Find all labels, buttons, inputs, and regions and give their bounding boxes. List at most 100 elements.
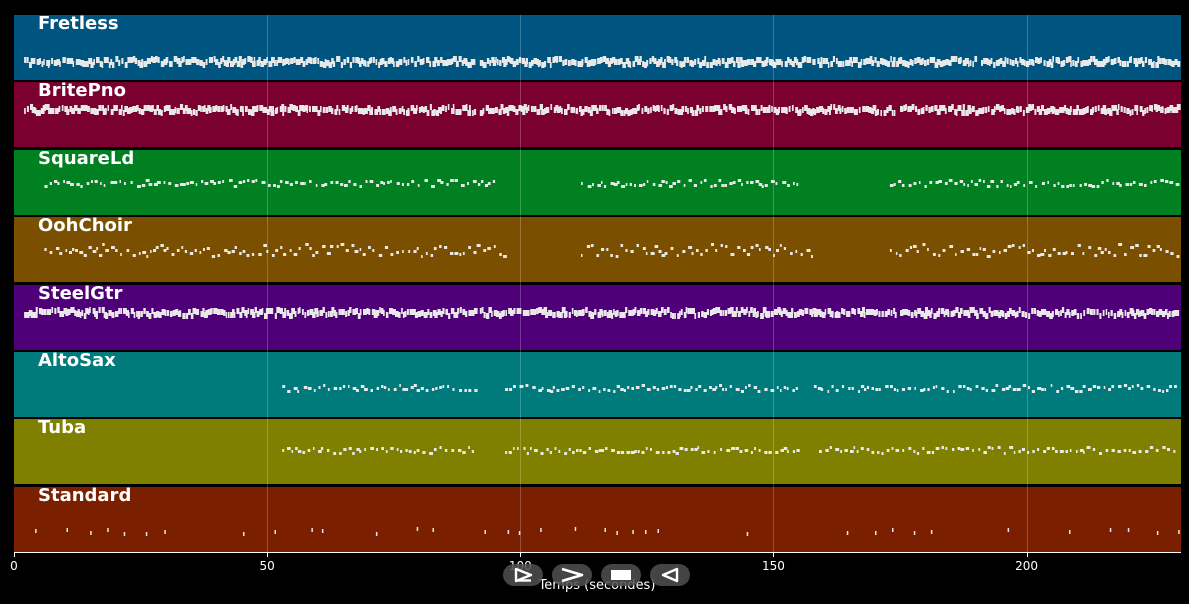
note [1155,449,1159,453]
note [1119,308,1123,315]
track-name: AltoSax [38,352,116,371]
note [607,61,611,67]
note [34,108,37,115]
play-forward-button[interactable] [503,564,543,586]
note [380,180,384,184]
note [182,108,186,115]
note [916,452,920,456]
note [398,311,401,318]
note [61,105,64,112]
note [261,307,264,314]
note [1043,109,1048,116]
note [1013,182,1018,186]
note [116,105,118,112]
note [283,253,287,257]
note [1111,449,1115,453]
note [780,310,783,317]
note [309,247,312,251]
note [400,450,403,454]
note [646,60,649,66]
note [376,387,380,390]
note [1031,249,1034,253]
note [975,110,979,117]
note [913,530,916,535]
note [556,389,560,392]
note [813,385,817,388]
note [403,109,405,116]
note [893,307,896,314]
note [568,60,571,66]
note [658,183,663,187]
note [24,57,27,63]
note [127,57,132,63]
note [1082,108,1087,115]
note [860,310,864,317]
note [771,106,773,113]
note [960,448,965,452]
note [849,57,852,63]
note [112,62,115,68]
note [953,390,955,393]
note [846,530,849,535]
note [58,106,61,113]
note [1100,251,1104,255]
note [596,108,599,115]
note [400,59,403,65]
note [132,56,136,62]
note [217,180,221,184]
note [632,308,636,315]
note [534,58,538,64]
note [925,306,928,313]
stop-button[interactable] [601,564,641,586]
note [1057,252,1061,256]
note [55,108,59,115]
note [679,61,682,67]
note [472,179,477,183]
note [934,105,938,112]
note [359,308,362,315]
note [1097,247,1102,251]
note [62,57,65,63]
note [165,105,168,112]
note [868,107,872,114]
note [1067,109,1072,116]
note [568,448,571,452]
note [440,57,443,63]
note [287,107,292,114]
note [523,447,526,451]
note [110,109,114,116]
note [775,181,778,185]
fast-forward-button[interactable] [552,564,592,586]
play-backward-button[interactable] [650,564,690,586]
note [598,390,601,393]
note [120,307,123,314]
note [652,386,656,389]
note [1123,384,1128,387]
note [845,60,849,66]
note [258,57,261,63]
note [651,56,655,62]
note [376,309,380,316]
note [642,247,646,251]
note [911,104,915,111]
x-tick [1026,552,1028,557]
note [980,108,984,115]
note [827,390,830,393]
note [768,248,771,252]
note [470,309,475,316]
note [730,107,735,114]
note [1093,308,1096,315]
note [889,183,894,187]
note [465,104,468,111]
note [891,447,894,451]
note [507,529,510,534]
note [268,61,273,67]
note [616,385,620,388]
note [722,388,725,391]
note [718,109,722,116]
note [250,57,253,63]
note [996,309,999,316]
note [401,182,404,186]
note [621,184,626,188]
note [606,248,609,252]
